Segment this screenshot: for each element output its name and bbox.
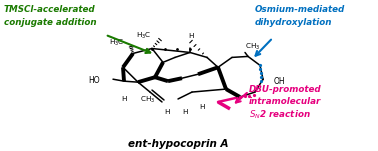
Text: H: H [121,96,127,102]
Text: CH$_3$: CH$_3$ [140,95,156,105]
Text: OH: OH [274,77,286,86]
Text: dihydroxylation: dihydroxylation [255,18,333,27]
Text: $S_N$2 reaction: $S_N$2 reaction [249,109,311,121]
Text: TMSCl-accelerated: TMSCl-accelerated [4,5,96,14]
Text: H: H [182,109,188,115]
Text: H: H [199,104,205,110]
Text: conjugate addition: conjugate addition [4,18,97,27]
Text: H$_3$C: H$_3$C [136,31,152,41]
Text: ent-hypocoprin A: ent-hypocoprin A [128,139,228,149]
Text: Osmium-mediated: Osmium-mediated [255,5,345,14]
Text: DBU-promoted: DBU-promoted [249,85,322,94]
Text: H: H [164,109,170,115]
Text: CH$_3$: CH$_3$ [245,41,261,52]
Text: intramolecular: intramolecular [249,97,321,106]
Text: H: H [188,33,194,39]
Text: HO: HO [88,76,100,85]
Text: H$_3$C: H$_3$C [110,37,125,48]
